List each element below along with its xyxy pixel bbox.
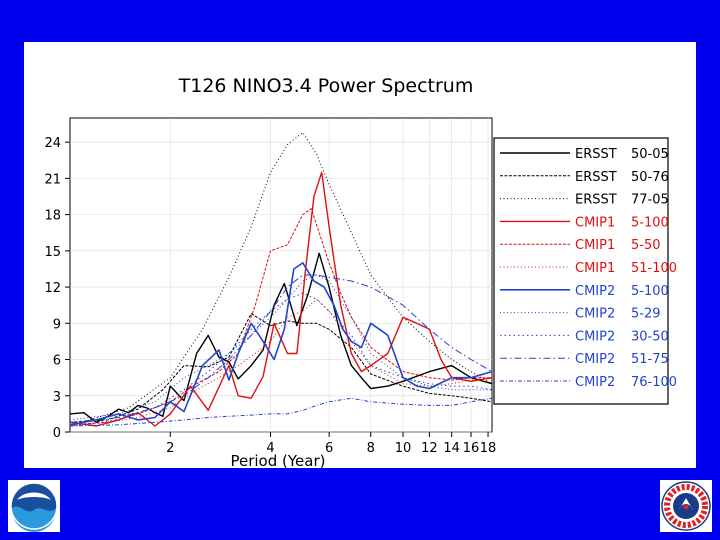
legend-label: ERSST: [575, 193, 617, 208]
x-tick-label: 10: [395, 441, 412, 456]
y-tick-label: 18: [44, 209, 61, 224]
x-tick-label: 8: [367, 441, 375, 456]
legend-label: CMIP1: [575, 215, 615, 230]
chart-title: T126 NINO3.4 Power Spectrum: [178, 75, 474, 97]
legend-period: 5-100: [631, 284, 669, 299]
y-tick-label: 6: [53, 354, 61, 369]
legend-label: CMIP1: [575, 238, 615, 253]
legend-period: 51-75: [631, 352, 669, 367]
series-line-cmip2-76-100: [69, 397, 493, 427]
y-tick-label: 0: [53, 426, 61, 441]
series-line-cmip2-30-50: [69, 292, 493, 427]
y-tick-label: 15: [44, 245, 61, 260]
x-tick-label: 14: [443, 441, 460, 456]
x-tick-label: 2: [166, 441, 174, 456]
series-line-cmip1-51-100: [69, 298, 493, 427]
series-line-cmip1-5-50: [69, 208, 492, 426]
x-tick-label: 6: [325, 441, 333, 456]
y-tick-label: 24: [44, 136, 61, 151]
legend-label: CMIP2: [575, 352, 615, 367]
series-line-ersst-50-05: [69, 252, 493, 423]
y-tick-label: 12: [44, 281, 61, 296]
legend-period: 5-50: [631, 238, 661, 253]
legend-label: CMIP1: [575, 261, 615, 276]
plot-area: [69, 117, 493, 433]
legend: [493, 137, 669, 405]
legend-entries: ERSST 50-05 ERSST 50-76 ERSST 77-05 CMIP1 5-100…: [500, 147, 677, 390]
power-spectrum-chart: T126 NINO3.4 Power Spectrum 036912151821…: [44, 75, 677, 468]
legend-period: 50-76: [631, 170, 669, 185]
legend-label: CMIP2: [575, 329, 615, 344]
x-tick-label: 12: [421, 441, 438, 456]
noaa-logo: [8, 480, 60, 532]
x-axis-label: Period (Year): [230, 452, 325, 468]
y-tick-label: 9: [53, 317, 61, 332]
y-tick-label: 21: [44, 172, 61, 187]
x-tick-label: 4: [266, 441, 274, 456]
series-line-cmip2-51-75: [69, 274, 493, 423]
series-line-cmip1-5-100: [69, 171, 493, 427]
grid-lines: [70, 118, 492, 433]
series-group: [69, 132, 493, 427]
x-tick-label: 18: [480, 441, 497, 456]
legend-period: 30-50: [631, 329, 669, 344]
x-tick-label: 16: [463, 441, 480, 456]
series-line-cmip2-5-100: [69, 262, 493, 426]
legend-period: 76-100: [631, 375, 677, 390]
legend-label: CMIP2: [575, 307, 615, 322]
legend-period: 77-05: [631, 193, 669, 208]
legend-period: 5-100: [631, 215, 669, 230]
y-tick-label: 3: [53, 390, 61, 405]
legend-label: CMIP2: [575, 284, 615, 299]
chart-panel: T126 NINO3.4 Power Spectrum 0 3 6 9 12 15 18 21…: [24, 42, 696, 468]
series-line-ersst-50-76: [69, 313, 493, 423]
legend-label: CMIP2: [575, 375, 615, 390]
series-line-ersst-77-05: [69, 132, 493, 427]
legend-period: 50-05: [631, 147, 669, 162]
nws-logo: [660, 480, 712, 532]
legend-label: ERSST: [575, 147, 617, 162]
legend-label: ERSST: [575, 170, 617, 185]
legend-period: 51-100: [631, 261, 677, 276]
legend-period: 5-29: [631, 307, 661, 322]
